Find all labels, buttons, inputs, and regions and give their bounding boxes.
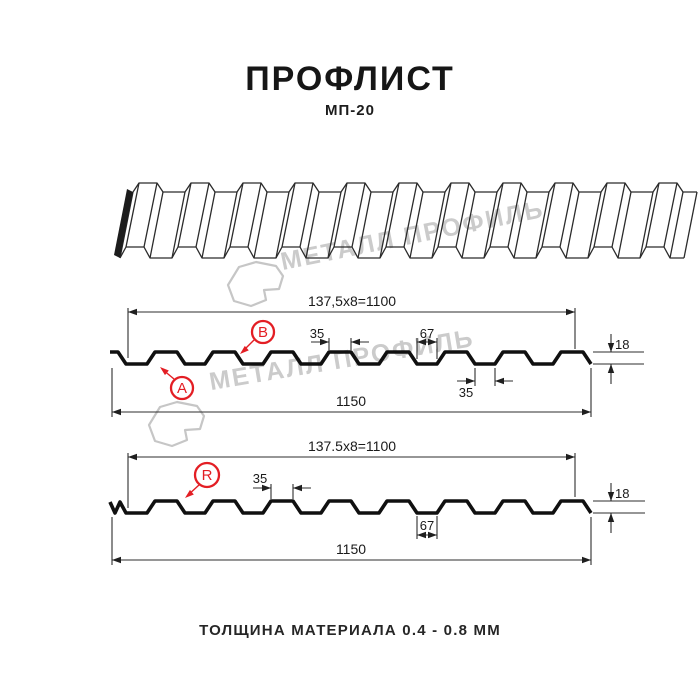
label-b-letter: B <box>258 324 268 341</box>
dim-valley-67: 67 <box>416 326 438 359</box>
dim-module-width-value: 137.5x8=1100 <box>308 438 396 454</box>
metall-profil-logo-icon <box>147 400 206 448</box>
profile-3d-view <box>114 182 698 259</box>
dim-overall-value: 1150 <box>336 541 366 557</box>
dim-height-18: 18 <box>593 483 645 533</box>
profile-outline <box>110 350 593 366</box>
dim-module-width-value: 137,5x8=1100 <box>308 293 396 309</box>
dim-rib-top-35: 35 <box>310 326 369 350</box>
dim-height-value: 18 <box>615 337 629 352</box>
profile-outline <box>108 499 593 515</box>
dim-valley-67: 67 <box>416 516 438 539</box>
dim-module-width: 137,5x8=1100 <box>127 293 576 358</box>
dim-valley-value: 67 <box>420 326 434 341</box>
dim-rib-top-35: 35 <box>253 471 311 499</box>
page-title: ПРОФЛИСТ <box>245 60 455 98</box>
cross-section-ab: 137,5x8=1100 35 67 35 1150 <box>110 293 644 417</box>
label-a-letter: A <box>177 380 187 397</box>
dim-valley-value: 67 <box>420 518 434 533</box>
metall-profil-logo-icon <box>226 260 285 308</box>
material-thickness-note: ТОЛЩИНА МАТЕРИАЛА 0.4 - 0.8 ММ <box>199 622 501 639</box>
label-r-letter: R <box>202 467 213 484</box>
dim-height-value: 18 <box>615 486 629 501</box>
label-a: A <box>160 367 195 401</box>
dim-overall-value: 1150 <box>336 393 366 409</box>
dim-height-18: 18 <box>593 334 644 384</box>
sheet-right-cut-edge <box>683 191 698 259</box>
sheet-bottom-edge <box>119 246 684 259</box>
dim-overall-1150: 1150 <box>111 517 592 565</box>
header: ПРОФЛИСТ МП-20 <box>0 62 700 119</box>
dim-rib-top-value: 35 <box>310 326 324 341</box>
dim-module-width: 137.5x8=1100 <box>127 438 576 508</box>
dim-rib-bottom-35: 35 <box>457 368 513 400</box>
dim-rib-bottom-value: 35 <box>459 385 473 400</box>
cross-section-r: 137.5x8=1100 35 67 1150 18 <box>108 438 645 565</box>
dim-rib-top-value: 35 <box>253 471 267 486</box>
sheet-left-cut-edge <box>114 189 133 258</box>
label-r: R <box>185 461 221 498</box>
dim-overall-1150: 1150 <box>111 368 592 417</box>
label-b: B <box>240 319 276 354</box>
page-subtitle: МП-20 <box>325 102 375 119</box>
